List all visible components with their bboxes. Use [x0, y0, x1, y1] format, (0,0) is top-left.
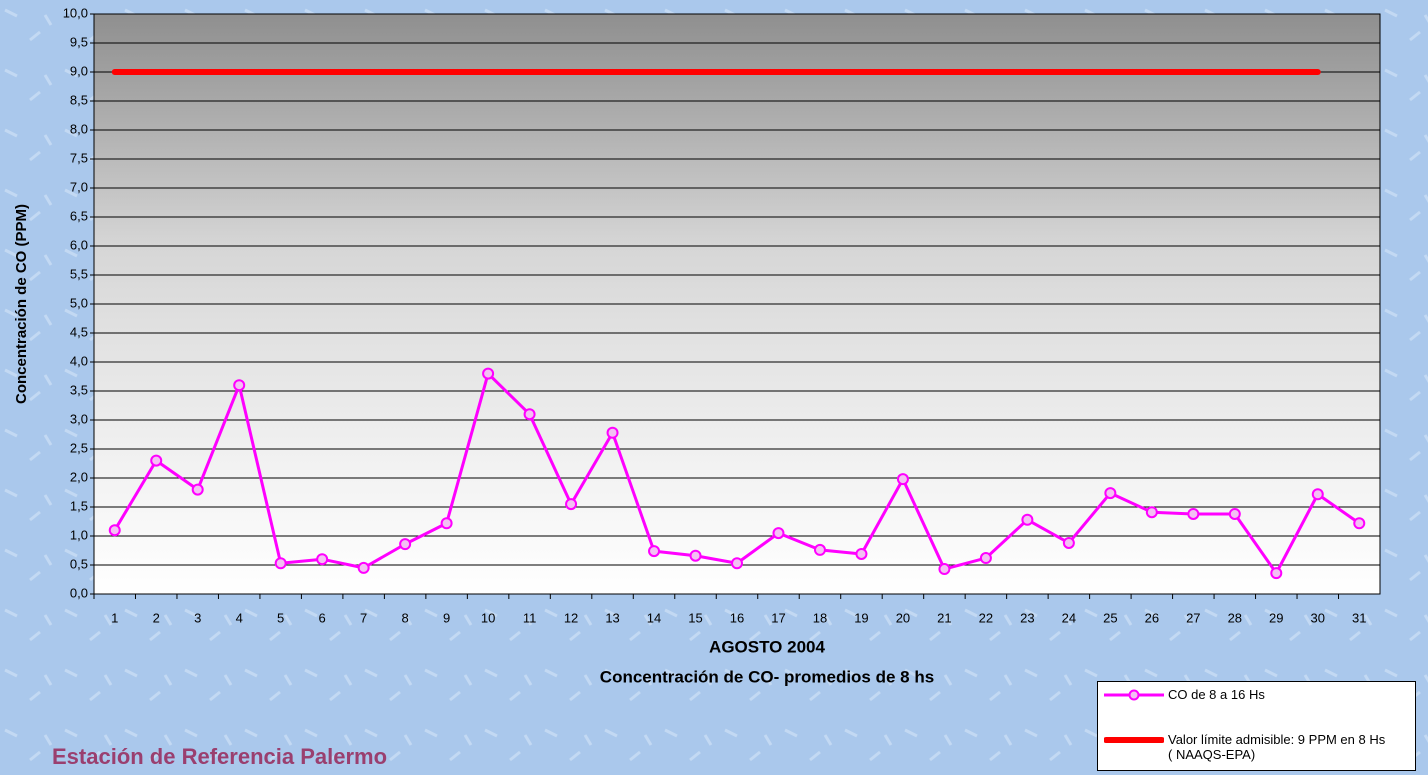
- data-point: [566, 499, 576, 509]
- legend-label: Valor límite admisible: 9 PPM en 8 Hs ( …: [1168, 732, 1388, 762]
- y-tick-label: 5,5: [70, 266, 88, 281]
- x-tick-label: 26: [1145, 610, 1159, 625]
- x-tick-label: 29: [1269, 610, 1283, 625]
- data-point: [815, 545, 825, 555]
- x-tick-label: 4: [236, 610, 243, 625]
- x-tick-label: 7: [360, 610, 367, 625]
- data-point: [110, 525, 120, 535]
- page: {"chart_data": {"type": "line", "ylabel"…: [0, 0, 1428, 775]
- legend-swatch: [1104, 732, 1164, 748]
- chart: Concentración de CO (PPM) AGOSTO 2004 Co…: [0, 0, 1428, 775]
- data-point: [691, 551, 701, 561]
- annotation: Estación de Referencia Palermo: [52, 744, 387, 769]
- y-axis-label: Concentración de CO (PPM): [13, 204, 30, 404]
- y-tick-label: 4,5: [70, 324, 88, 339]
- data-point: [1230, 509, 1240, 519]
- y-tick-label: 2,0: [70, 469, 88, 484]
- x-tick-label: 13: [605, 610, 619, 625]
- data-point: [1105, 488, 1115, 498]
- legend-swatch: [1104, 687, 1164, 703]
- x-tick-label: 16: [730, 610, 744, 625]
- x-tick-label: 28: [1228, 610, 1242, 625]
- subtitle: Concentración de CO- promedios de 8 hs: [600, 667, 934, 686]
- data-point: [400, 539, 410, 549]
- x-tick-label: 20: [896, 610, 910, 625]
- data-point: [732, 558, 742, 568]
- y-tick-label: 4,0: [70, 353, 88, 368]
- y-tick-label: 6,5: [70, 208, 88, 223]
- data-point: [359, 563, 369, 573]
- y-tick-label: 0,0: [70, 585, 88, 600]
- data-point: [525, 409, 535, 419]
- x-tick-label: 8: [402, 610, 409, 625]
- x-tick-label: 6: [319, 610, 326, 625]
- y-tick-label: 6,0: [70, 237, 88, 252]
- y-tick-label: 5,0: [70, 295, 88, 310]
- y-tick-label: 2,5: [70, 440, 88, 455]
- x-tick-label: 24: [1062, 610, 1076, 625]
- data-point: [1022, 515, 1032, 525]
- data-point: [773, 528, 783, 538]
- y-tick-label: 0,5: [70, 556, 88, 571]
- legend: CO de 8 a 16 Hs Valor límite admisible: …: [1097, 681, 1416, 771]
- data-point: [981, 553, 991, 563]
- y-tick-label: 1,0: [70, 527, 88, 542]
- x-tick-label: 14: [647, 610, 661, 625]
- x-tick-label: 22: [979, 610, 993, 625]
- y-tick-label: 3,0: [70, 411, 88, 426]
- y-tick-label: 1,5: [70, 498, 88, 513]
- x-tick-label: 3: [194, 610, 201, 625]
- data-point: [1313, 489, 1323, 499]
- x-tick-label: 2: [153, 610, 160, 625]
- data-point: [898, 474, 908, 484]
- x-tick-label: 18: [813, 610, 827, 625]
- data-point: [939, 564, 949, 574]
- x-tick-label: 31: [1352, 610, 1366, 625]
- data-point: [1064, 538, 1074, 548]
- x-tick-label: 10: [481, 610, 495, 625]
- x-tick-label: 5: [277, 610, 284, 625]
- x-tick-label: 9: [443, 610, 450, 625]
- y-tick-label: 9,0: [70, 63, 88, 78]
- x-tick-label: 30: [1311, 610, 1325, 625]
- data-point: [276, 558, 286, 568]
- data-point: [483, 369, 493, 379]
- data-point: [151, 456, 161, 466]
- y-tick-label: 3,5: [70, 382, 88, 397]
- data-point: [193, 485, 203, 495]
- legend-label: CO de 8 a 16 Hs: [1168, 687, 1388, 702]
- x-tick-label: 1: [111, 610, 118, 625]
- data-point: [317, 554, 327, 564]
- data-point: [649, 546, 659, 556]
- y-tick-label: 7,5: [70, 150, 88, 165]
- data-point: [442, 518, 452, 528]
- legend-entry: CO de 8 a 16 Hs: [1104, 687, 1388, 703]
- x-tick-label: 15: [688, 610, 702, 625]
- x-tick-label: 12: [564, 610, 578, 625]
- x-tick-label: 11: [523, 610, 537, 625]
- y-tick-label: 10,0: [63, 5, 88, 20]
- legend-entry: Valor límite admisible: 9 PPM en 8 Hs ( …: [1104, 732, 1388, 762]
- y-tick-label: 8,5: [70, 92, 88, 107]
- y-tick-label: 7,0: [70, 179, 88, 194]
- data-point: [1188, 509, 1198, 519]
- data-point: [1271, 568, 1281, 578]
- data-point: [1147, 507, 1157, 517]
- y-tick-label: 9,5: [70, 34, 88, 49]
- x-tick-label: 21: [937, 610, 951, 625]
- x-tick-label: 17: [771, 610, 785, 625]
- data-point: [234, 380, 244, 390]
- x-tick-label: 19: [854, 610, 868, 625]
- data-point: [1354, 518, 1364, 528]
- data-point: [856, 549, 866, 559]
- data-point: [608, 428, 618, 438]
- x-tick-label: 27: [1186, 610, 1200, 625]
- x-axis-label: AGOSTO 2004: [709, 637, 825, 656]
- x-tick-label: 23: [1020, 610, 1034, 625]
- x-tick-label: 25: [1103, 610, 1117, 625]
- y-tick-label: 8,0: [70, 121, 88, 136]
